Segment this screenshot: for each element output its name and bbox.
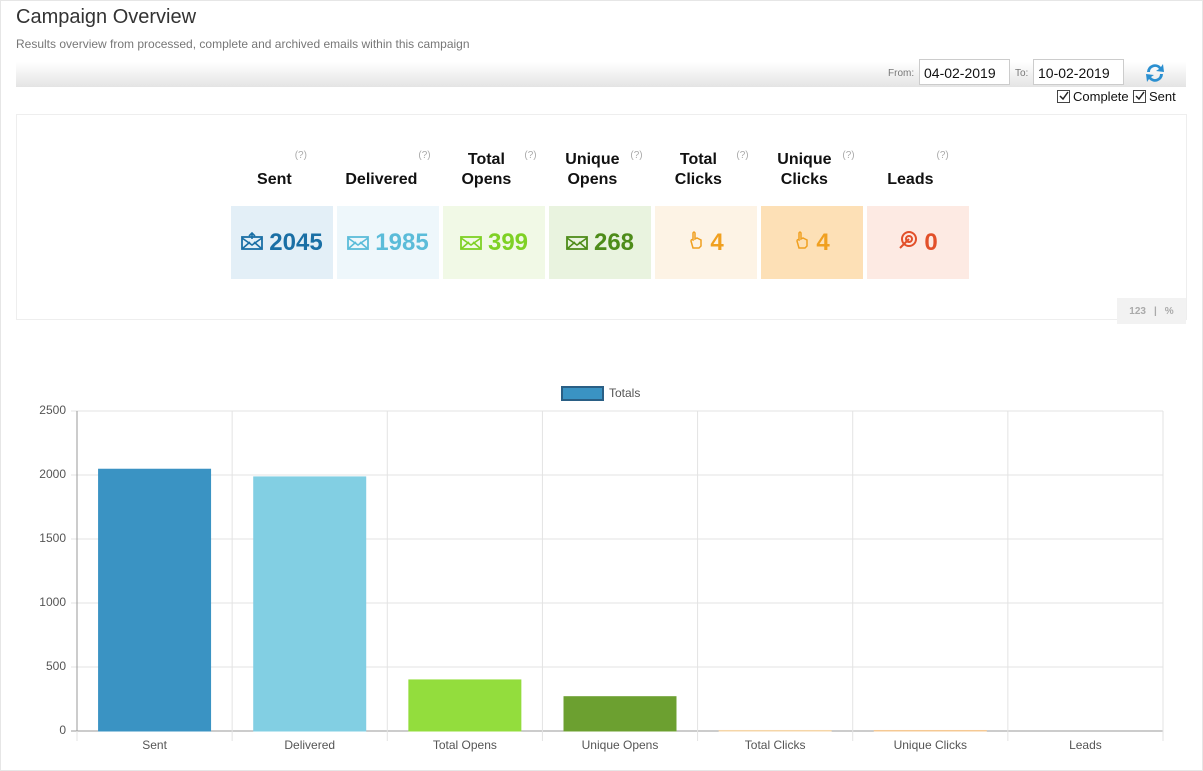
complete-checkbox[interactable]: Complete	[1057, 89, 1129, 104]
y-tick-label: 1500	[39, 531, 66, 545]
from-date-input[interactable]: 04-02-2019	[919, 59, 1010, 85]
bar	[253, 476, 367, 732]
bar	[98, 468, 212, 732]
stat-box: 4	[761, 206, 863, 279]
stat-box: 4	[655, 206, 757, 279]
stat-value: 0	[924, 228, 938, 256]
stat-icon	[794, 229, 810, 257]
stat-label: Unique Clicks (?)	[761, 140, 863, 190]
stat-value: 399	[487, 228, 529, 256]
stat-value: 268	[593, 228, 635, 256]
stat-value: 1985	[375, 228, 429, 256]
refresh-button[interactable]	[1143, 61, 1167, 85]
to-label: To:	[1015, 68, 1029, 79]
toggle-separator: |	[1153, 305, 1157, 317]
stat-label-text: Leads	[887, 171, 934, 188]
help-icon[interactable]: (?)	[842, 150, 855, 161]
bar	[563, 696, 677, 732]
help-icon[interactable]: (?)	[294, 150, 307, 161]
legend-swatch	[561, 386, 604, 401]
stat-icon	[688, 229, 704, 257]
stat-icon	[460, 229, 482, 257]
stat-value: 2045	[269, 228, 323, 256]
number-percent-toggle[interactable]: 123 | %	[1117, 298, 1186, 324]
stat-label-text: Sent	[257, 171, 292, 188]
stat-label: Total Clicks (?)	[655, 140, 757, 190]
help-icon[interactable]: (?)	[630, 150, 643, 161]
stat-box: 268	[549, 206, 651, 279]
stat-value: 4	[710, 228, 724, 256]
stat-label-text: Unique Clicks	[777, 151, 832, 188]
help-icon[interactable]: (?)	[524, 150, 537, 161]
checkbox-box	[1057, 90, 1070, 103]
stat-label-text: Delivered	[345, 171, 418, 188]
help-icon[interactable]: (?)	[936, 150, 949, 161]
bar	[718, 729, 832, 732]
stat-label: Total Opens (?)	[443, 140, 545, 190]
to-date-input[interactable]: 10-02-2019	[1033, 59, 1124, 85]
stat-value: 4	[816, 228, 830, 256]
stat-box: 0	[867, 206, 969, 279]
y-tick-label: 2500	[39, 403, 66, 417]
stat-label-text: Unique Opens	[565, 151, 620, 188]
stat-label: Leads (?)	[867, 140, 969, 190]
x-tick-label: Unique Opens	[582, 738, 659, 752]
checkbox-box	[1133, 90, 1146, 103]
sent-checkbox[interactable]: Sent	[1133, 89, 1176, 104]
x-tick-label: Delivered	[284, 738, 335, 752]
stat-box: 399	[443, 206, 545, 279]
checkbox-label: Sent	[1149, 89, 1176, 104]
y-tick-label: 0	[59, 723, 66, 737]
stat-label: Unique Opens (?)	[549, 140, 651, 190]
page-title: Campaign Overview	[16, 6, 197, 28]
x-tick-label: Total Opens	[433, 738, 497, 752]
toggle-percent[interactable]: %	[1164, 305, 1174, 317]
stat-icon	[566, 229, 588, 257]
stat-label: Sent (?)	[231, 140, 333, 190]
stat-icon	[347, 229, 370, 257]
legend-label: Totals	[609, 386, 640, 400]
x-tick-label: Sent	[142, 738, 167, 752]
stat-label: Delivered (?)	[337, 140, 439, 190]
toggle-number[interactable]: 123	[1129, 305, 1146, 317]
y-tick-label: 2000	[39, 467, 66, 481]
help-icon[interactable]: (?)	[736, 150, 749, 161]
y-tick-label: 500	[46, 659, 66, 673]
stat-box: 2045	[231, 206, 333, 279]
stat-label-text: Total Opens	[461, 151, 512, 188]
x-tick-label: Leads	[1069, 738, 1102, 752]
stats-panel	[16, 114, 1187, 320]
stat-label-text: Total Clicks	[674, 151, 722, 188]
bar	[408, 679, 522, 732]
help-icon[interactable]: (?)	[418, 150, 431, 161]
checkbox-label: Complete	[1073, 89, 1129, 104]
page-subtitle: Results overview from processed, complet…	[16, 37, 470, 51]
x-tick-label: Unique Clicks	[894, 738, 967, 752]
bar	[873, 729, 987, 732]
from-label: From:	[888, 68, 915, 79]
stat-box: 1985	[337, 206, 439, 279]
stat-icon	[898, 229, 918, 257]
stat-icon	[241, 229, 264, 257]
y-tick-label: 1000	[39, 595, 66, 609]
x-tick-label: Total Clicks	[745, 738, 806, 752]
